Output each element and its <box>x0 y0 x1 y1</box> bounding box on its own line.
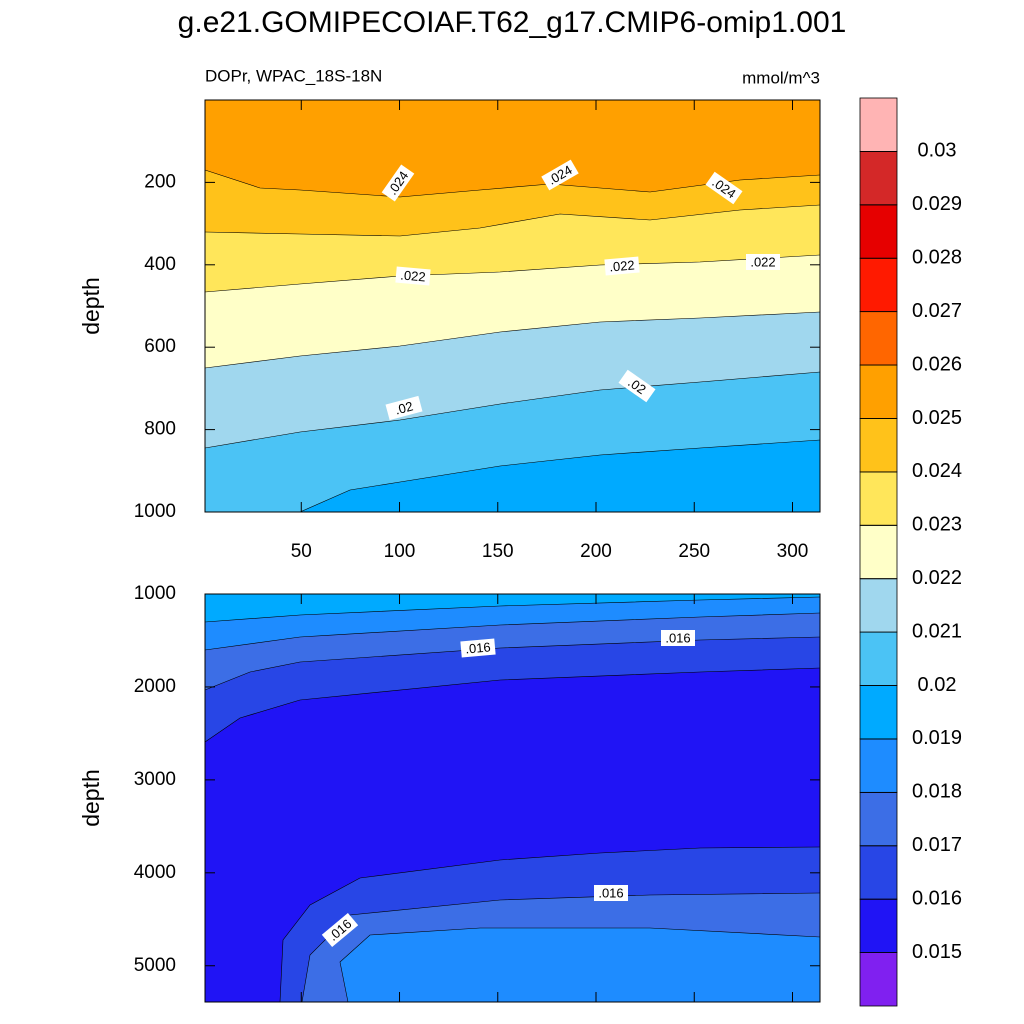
x-tick-label: 200 <box>580 541 612 562</box>
y-tick-label: 2000 <box>134 676 176 697</box>
colorbar-label: 0.016 <box>912 887 962 909</box>
plot-frame <box>204 593 821 1003</box>
y-tick-label: 600 <box>144 336 176 357</box>
y-tick-label: 200 <box>144 171 176 192</box>
colorbar-label: 0.02 <box>918 674 957 696</box>
contour-label-box <box>381 164 415 202</box>
contour-label-text: .016 <box>465 639 492 656</box>
contour-label-box <box>661 630 695 646</box>
contour-line <box>204 596 821 623</box>
colorbar-box <box>859 257 898 313</box>
colorbar-label: 0.025 <box>912 407 962 429</box>
contour-label-text: .016 <box>665 630 690 645</box>
contour-label-text: .022 <box>609 257 636 274</box>
contour-label: .016 <box>661 630 695 646</box>
colorbar-label: 0.03 <box>918 140 957 162</box>
contour-label-box <box>604 256 640 276</box>
contour-line <box>301 892 821 1003</box>
y-tick-label: 1000 <box>134 501 176 522</box>
x-tick-label: 150 <box>482 541 514 562</box>
colorbar-label: 0.018 <box>912 781 962 803</box>
contour-label-box <box>594 885 628 901</box>
y-tick-label: 400 <box>144 254 176 275</box>
contour-line <box>339 927 821 1003</box>
colorbar-box <box>859 685 898 740</box>
contour-label: .016 <box>460 638 496 658</box>
colorbar-box <box>859 898 898 953</box>
contour-line <box>204 667 821 743</box>
contour-line <box>279 846 821 1003</box>
x-tick-label: 300 <box>777 541 809 562</box>
contour-label-box <box>746 254 780 270</box>
colorbar-box <box>859 524 898 580</box>
colorbar-label: 0.015 <box>912 941 962 963</box>
contour-label: .022 <box>604 256 640 276</box>
colorbar-label: 0.026 <box>912 353 962 375</box>
colorbar-label: 0.019 <box>912 727 962 749</box>
y-axis-label: depth <box>78 277 104 335</box>
subtitle-right: mmol/m^3 <box>742 68 820 87</box>
contour-label-box <box>385 395 423 421</box>
contour-line <box>204 311 821 369</box>
contour-line <box>204 204 821 237</box>
colorbar-box <box>859 418 898 473</box>
colorbar-box <box>859 471 898 526</box>
x-tick-label: 250 <box>678 541 710 562</box>
contour-region <box>340 928 820 1002</box>
x-tick-label: 100 <box>384 541 416 562</box>
contour-line <box>204 371 821 449</box>
colorbar-label: 0.021 <box>912 620 962 642</box>
y-tick-label: 800 <box>144 419 176 440</box>
contour-label-box <box>460 638 496 658</box>
colorbar-box <box>859 97 898 152</box>
contour-line <box>204 254 821 293</box>
subtitle-left: DOPr, WPAC_18S-18N <box>205 66 382 85</box>
colorbar-box <box>859 364 898 419</box>
contour-label: .016 <box>594 885 628 901</box>
colorbar-box <box>859 952 898 1007</box>
contour-label-box <box>395 266 431 286</box>
colorbar-box <box>859 578 898 633</box>
y-tick-label: 3000 <box>134 769 176 790</box>
chart-title: g.e21.GOMIPECOIAF.T62_g17.CMIP6-omip1.00… <box>178 6 847 39</box>
colorbar-box <box>859 845 898 900</box>
contour-label: .02 <box>385 395 423 421</box>
colorbar-box <box>859 311 898 366</box>
x-tick-label: 50 <box>291 541 312 562</box>
y-axis-label: depth <box>78 769 104 827</box>
contour-label-box <box>705 171 743 205</box>
y-tick-label: 5000 <box>134 955 176 976</box>
colorbar-box <box>859 738 898 793</box>
colorbar-label: 0.017 <box>912 834 962 856</box>
colorbar-box <box>859 791 898 847</box>
colorbar-box <box>859 151 898 206</box>
contour-label-text: .016 <box>598 885 623 900</box>
y-tick-label: 4000 <box>134 862 176 883</box>
contour-label-box <box>541 159 579 191</box>
plot-frame <box>204 99 821 513</box>
contour-label-box <box>321 912 359 948</box>
colorbar-label: 0.023 <box>912 514 962 536</box>
y-tick-label: 1000 <box>134 583 176 604</box>
contour-label-text: .022 <box>750 254 775 269</box>
contour-line <box>299 439 821 513</box>
colorbar-label: 0.024 <box>912 460 962 482</box>
contour-label: .02 <box>618 369 656 403</box>
colorbar-box <box>859 204 898 259</box>
colorbar-label: 0.029 <box>912 193 962 215</box>
contour-label: .022 <box>395 266 431 286</box>
colorbar-label: 0.022 <box>912 567 962 589</box>
contour-line <box>204 636 821 691</box>
colorbar-label: 0.027 <box>912 300 962 322</box>
contour-label-text: .022 <box>400 267 427 284</box>
contour-region <box>300 440 820 512</box>
contour-label: .022 <box>746 254 780 270</box>
colorbar-box <box>859 631 898 686</box>
colorbar-label: 0.028 <box>912 247 962 269</box>
contour-label-text: .02 <box>393 398 414 417</box>
contour-label-box <box>618 369 656 403</box>
contour-line <box>204 612 821 651</box>
